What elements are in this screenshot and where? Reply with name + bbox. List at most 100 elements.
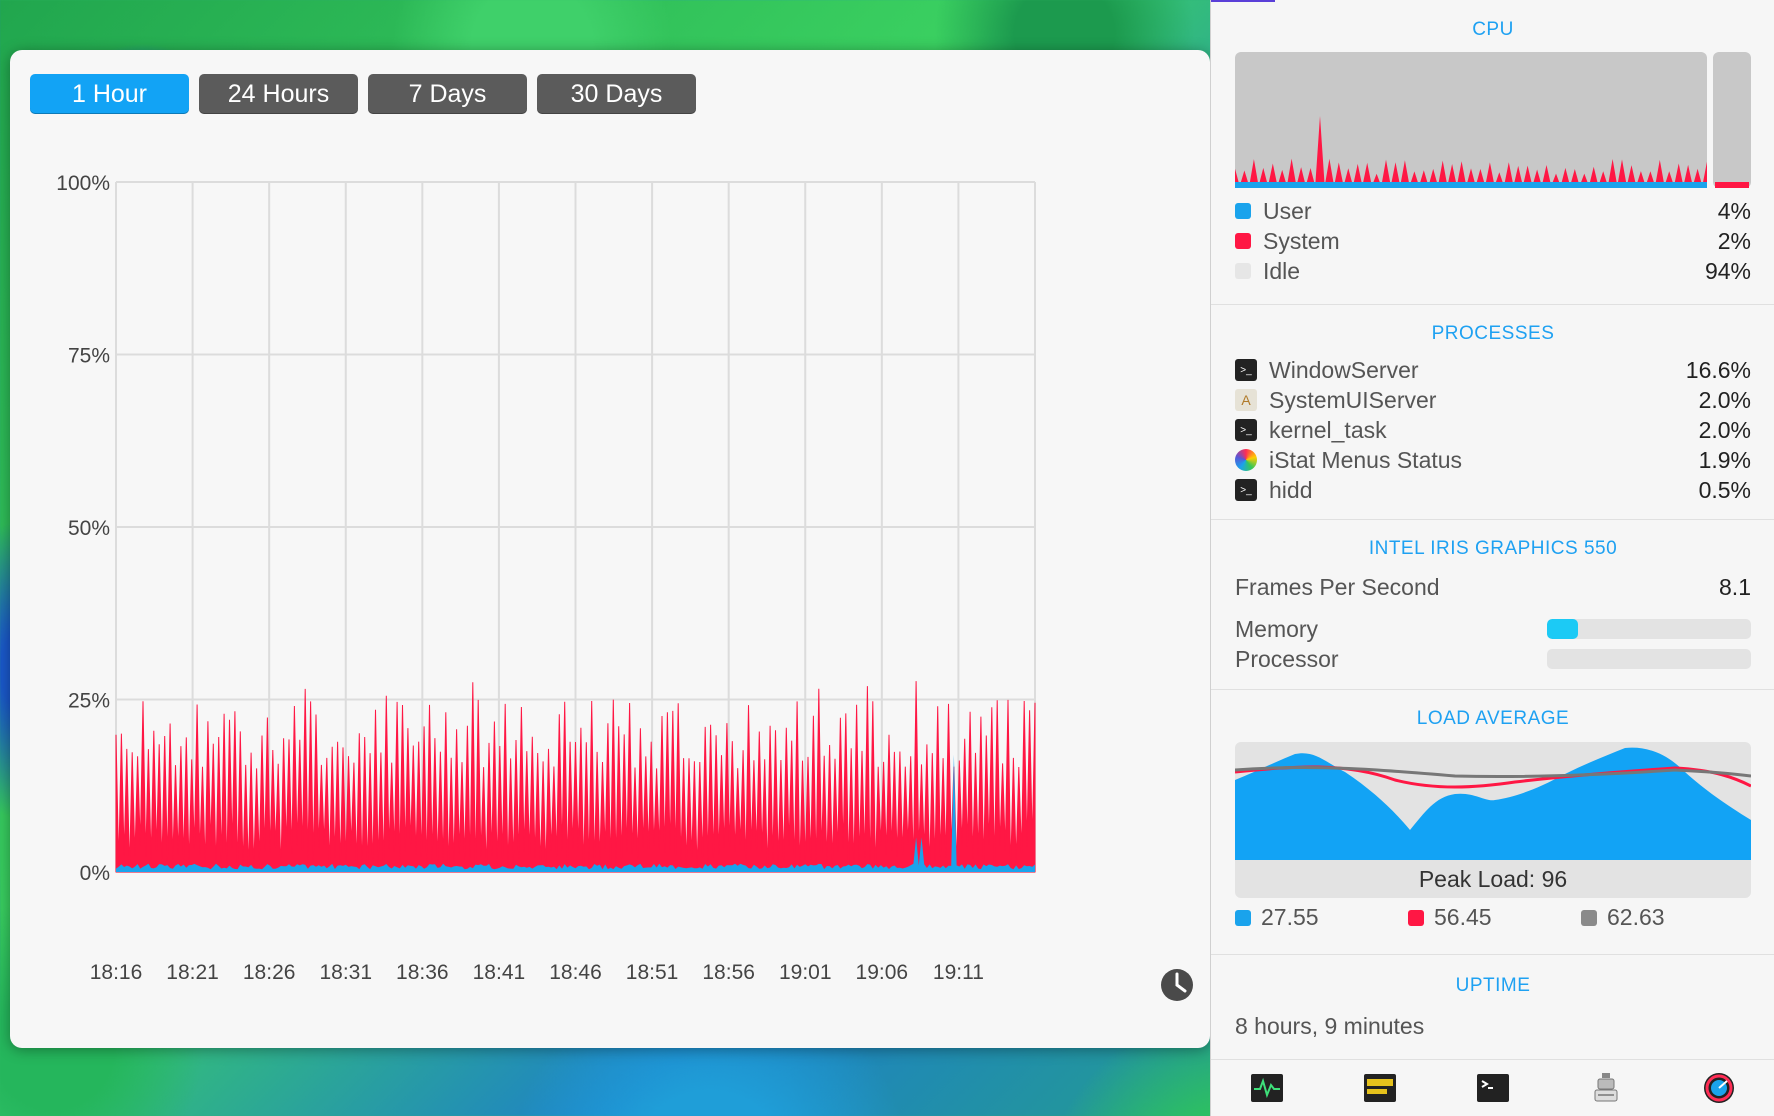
process-name: WindowServer <box>1269 356 1419 383</box>
processes-title: PROCESSES <box>1431 323 1555 344</box>
x-tick-label: 18:46 <box>549 961 602 984</box>
tab-30-days[interactable]: 30 Days <box>537 74 696 114</box>
x-tick-label: 18:41 <box>473 961 526 984</box>
load-average-title: LOAD AVERAGE <box>1416 708 1570 729</box>
x-tick-label: 18:26 <box>243 961 296 984</box>
user-swatch <box>1235 203 1251 219</box>
load-1min-swatch <box>1235 909 1251 926</box>
terminal-icon[interactable] <box>1475 1072 1511 1104</box>
process-row[interactable]: iStat Menus Status 1.9% <box>1235 445 1751 475</box>
process-name: hidd <box>1269 476 1313 503</box>
idle-swatch <box>1235 263 1251 279</box>
gpu-memory-bar-fill <box>1547 619 1578 639</box>
cpu-section: CPU User 4% System 2% Idle 94% <box>1211 0 1774 305</box>
y-axis-labels: 100% 75% 50% 25% 0% <box>56 172 110 885</box>
y-tick-label: 50% <box>68 517 110 540</box>
gpu-processor-bar <box>1547 649 1751 669</box>
process-cpu: 16.6% <box>1685 356 1751 383</box>
cpu-system-label: System <box>1263 227 1340 254</box>
y-tick-label: 100% <box>56 172 110 195</box>
x-tick-label: 19:11 <box>933 961 984 984</box>
y-tick-label: 0% <box>80 862 110 885</box>
peak-load: Peak Load: 96 <box>1235 860 1751 898</box>
system-cpu-area <box>115 681 1036 873</box>
load-1min-value: 27.55 <box>1261 904 1319 930</box>
process-row[interactable]: A SystemUIServer 2.0% <box>1235 385 1751 415</box>
cpu-idle-value: 94% <box>1704 257 1751 284</box>
cpu-title: CPU <box>1472 19 1514 40</box>
cpu-idle-row: Idle 94% <box>1235 256 1751 286</box>
process-row[interactable]: >_ hidd 0.5% <box>1235 475 1751 505</box>
fps-label: Frames Per Second <box>1235 573 1440 600</box>
x-tick-label: 18:56 <box>702 961 755 984</box>
fps-row: Frames Per Second 8.1 <box>1235 572 1751 602</box>
x-tick-label: 18:16 <box>90 961 143 984</box>
load-average-values: 27.55 56.45 62.63 <box>1235 904 1751 931</box>
cpu-user-value: 4% <box>1717 197 1751 224</box>
load-5min-swatch <box>1408 909 1424 926</box>
tab-24-hours[interactable]: 24 Hours <box>199 74 358 114</box>
x-axis-labels: 18:16 18:21 18:26 18:31 18:36 18:41 18:46 18:51… <box>90 961 984 984</box>
cpu-idle-label: Idle <box>1263 257 1301 284</box>
system-swatch <box>1235 233 1251 249</box>
process-cpu: 1.9% <box>1698 446 1751 473</box>
time-range-tabs: 1 Hour 24 Hours 7 Days 30 Days <box>30 74 696 114</box>
process-name: iStat Menus Status <box>1269 446 1463 473</box>
cpu-history-chart: 100% 75% 50% 25% 0% 18:16 18:21 18:26 18:31 18:3… <box>56 172 1193 1001</box>
uptime-value: 8 hours, 9 minutes <box>1235 1012 1425 1039</box>
y-tick-label: 75% <box>68 345 110 368</box>
gpu-processor-row: Processor <box>1235 644 1751 674</box>
processes-section: PROCESSES >_ WindowServer 16.6% A SystemUI… <box>1211 305 1774 520</box>
gpu-memory-bar <box>1547 619 1751 639</box>
istat-cpu-panel: CPU User 4% System 2% Idle 94% PROCESSES… <box>1210 0 1774 1116</box>
process-row[interactable]: >_ kernel_task 2.0% <box>1235 415 1751 445</box>
process-row[interactable]: >_ WindowServer 16.6% <box>1235 355 1751 385</box>
load-15min-swatch <box>1581 909 1597 926</box>
x-tick-label: 18:21 <box>166 961 219 984</box>
x-tick-label: 18:31 <box>319 961 372 984</box>
uptime-row: 8 hours, 9 minutes <box>1235 1011 1751 1041</box>
history-clock-icon[interactable] <box>1161 969 1193 1001</box>
cpu-mini-graph <box>1235 52 1751 188</box>
gpu-memory-label: Memory <box>1235 615 1319 642</box>
istat-icon <box>1235 449 1257 471</box>
uptime-title: UPTIME <box>1455 975 1531 996</box>
gpu-memory-row: Memory <box>1235 614 1751 644</box>
tab-7-days[interactable]: 7 Days <box>368 74 527 114</box>
system-information-icon[interactable] <box>1588 1072 1624 1104</box>
x-tick-label: 18:36 <box>396 961 449 984</box>
terminal-icon: >_ <box>1235 419 1257 441</box>
x-tick-label: 18:51 <box>626 961 679 984</box>
gpu-section: INTEL IRIS GRAPHICS 550 Frames Per Secon… <box>1211 520 1774 690</box>
app-icon: A <box>1235 389 1257 411</box>
load-average-section: LOAD AVERAGE Peak Load: 96 27.55 56.45 6… <box>1211 690 1774 955</box>
uptime-section: UPTIME 8 hours, 9 minutes <box>1211 955 1774 1060</box>
y-tick-label: 25% <box>68 690 110 713</box>
cpu-system-value: 2% <box>1717 227 1751 254</box>
load-15min-value: 62.63 <box>1607 904 1665 930</box>
gpu-title: INTEL IRIS GRAPHICS 550 <box>1368 538 1618 559</box>
process-cpu: 2.0% <box>1698 416 1751 443</box>
cpu-user-row: User 4% <box>1235 196 1751 226</box>
process-name: kernel_task <box>1269 416 1387 443</box>
terminal-icon: >_ <box>1235 359 1257 381</box>
activity-monitor-icon[interactable] <box>1249 1072 1285 1104</box>
terminal-icon: >_ <box>1235 479 1257 501</box>
app-launcher-toolbar <box>1211 1060 1774 1116</box>
process-cpu: 2.0% <box>1698 386 1751 413</box>
istat-menus-icon[interactable] <box>1701 1072 1737 1104</box>
console-icon[interactable] <box>1362 1072 1398 1104</box>
load-average-graph <box>1235 742 1751 860</box>
chart-series <box>115 681 1036 873</box>
fps-value: 8.1 <box>1719 573 1751 600</box>
load-5min-value: 56.45 <box>1434 904 1492 930</box>
x-tick-label: 19:01 <box>779 961 832 984</box>
gpu-processor-label: Processor <box>1235 645 1339 672</box>
process-cpu: 0.5% <box>1698 476 1751 503</box>
tab-1-hour[interactable]: 1 Hour <box>30 74 189 114</box>
cpu-history-window: 1 Hour 24 Hours 7 Days 30 Days 100% 75% 50… <box>10 50 1210 1048</box>
x-tick-label: 19:06 <box>856 961 909 984</box>
cpu-system-row: System 2% <box>1235 226 1751 256</box>
cpu-user-label: User <box>1263 197 1312 224</box>
process-name: SystemUIServer <box>1269 386 1437 413</box>
